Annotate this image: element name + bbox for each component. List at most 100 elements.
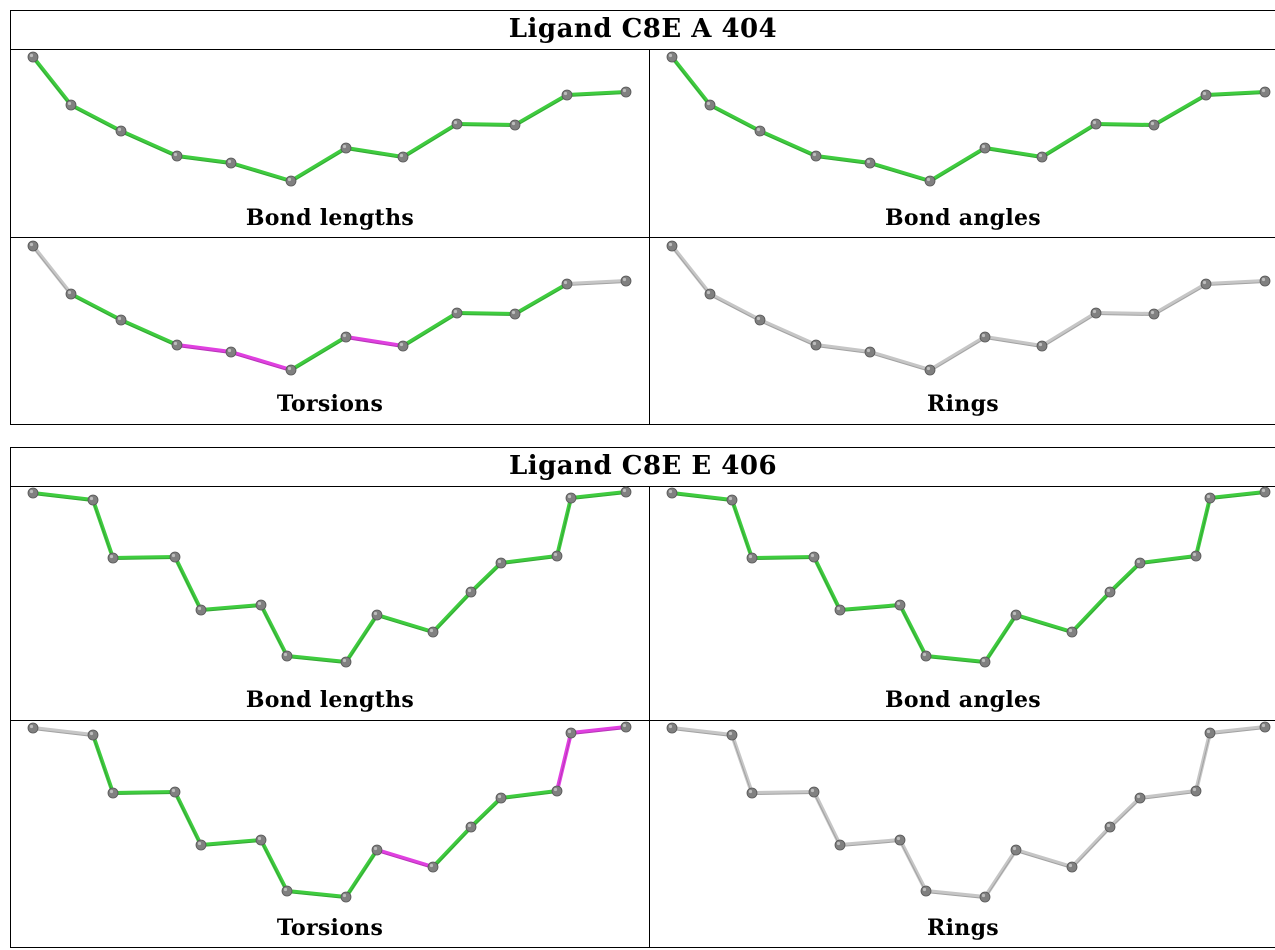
atom xyxy=(979,656,991,668)
atom xyxy=(27,51,39,63)
atom-highlight xyxy=(981,144,986,149)
bond-shade xyxy=(286,892,347,899)
bond xyxy=(199,838,263,847)
atom-highlight xyxy=(342,893,347,898)
bond-shade xyxy=(1139,557,1197,565)
atom-highlight xyxy=(981,333,986,338)
panel-divider-vertical xyxy=(649,486,650,947)
atom-highlight xyxy=(622,488,627,493)
atom-highlight xyxy=(812,152,817,157)
atom-highlight xyxy=(109,789,114,794)
atom xyxy=(864,346,876,358)
atom xyxy=(746,552,758,564)
atom xyxy=(1204,727,1216,739)
atom-highlight xyxy=(467,588,472,593)
atom-highlight xyxy=(399,153,404,158)
atom-highlight xyxy=(981,658,986,663)
bond-shade xyxy=(376,616,434,634)
atom xyxy=(1190,550,1202,562)
bond xyxy=(173,790,203,847)
bond xyxy=(812,555,842,612)
atom xyxy=(397,151,409,163)
bond-shade xyxy=(984,149,1043,159)
atom-highlight xyxy=(812,341,817,346)
atom xyxy=(171,150,183,162)
bond xyxy=(91,733,115,795)
atom xyxy=(397,340,409,352)
atom-highlight xyxy=(748,789,753,794)
bond-shade xyxy=(286,657,347,664)
atom-highlight xyxy=(728,731,733,736)
atom-highlight xyxy=(173,341,178,346)
atom xyxy=(810,150,822,162)
bond xyxy=(513,93,569,127)
bond xyxy=(259,838,289,893)
bond xyxy=(1204,279,1267,286)
atom xyxy=(808,551,820,563)
bond-shade xyxy=(839,606,901,612)
atom xyxy=(371,844,383,856)
atom xyxy=(754,314,766,326)
atom-highlight xyxy=(1206,494,1211,499)
bond xyxy=(750,555,816,560)
atom xyxy=(285,175,297,187)
atom xyxy=(255,834,267,846)
atom xyxy=(810,339,822,351)
atom-highlight xyxy=(553,552,558,557)
atom xyxy=(666,51,678,63)
panel-label: Rings xyxy=(927,915,999,941)
bond-shade xyxy=(709,106,761,133)
bond-shade xyxy=(432,593,472,634)
bond xyxy=(983,146,1044,159)
bond xyxy=(708,103,762,133)
atom-highlight xyxy=(429,628,434,633)
atom xyxy=(620,721,632,733)
bond xyxy=(670,55,712,107)
atom xyxy=(281,885,293,897)
atom-highlight xyxy=(467,823,472,828)
bond xyxy=(431,590,473,634)
molecule-structure xyxy=(666,240,1271,376)
bond xyxy=(175,343,233,354)
atom xyxy=(1104,586,1116,598)
bond xyxy=(469,796,503,829)
atom xyxy=(1148,119,1160,131)
panel-bond-lengths: Bond lengths xyxy=(11,49,649,237)
bond xyxy=(1152,282,1208,316)
panel-label: Bond angles xyxy=(885,205,1041,231)
atom xyxy=(920,885,932,897)
atom-highlight xyxy=(1092,120,1097,125)
atom xyxy=(726,729,738,741)
atom xyxy=(115,314,127,326)
bond-shade xyxy=(456,125,516,127)
bond-shade xyxy=(1153,96,1207,127)
bond-shade xyxy=(899,606,927,658)
bond xyxy=(401,311,459,348)
bond-shade xyxy=(925,892,986,899)
atom xyxy=(666,240,678,252)
bond xyxy=(401,122,459,159)
bond-shade xyxy=(120,321,178,347)
atom xyxy=(1190,785,1202,797)
atom xyxy=(465,586,477,598)
atom-highlight xyxy=(756,127,761,132)
bond xyxy=(670,244,712,296)
bond-shade xyxy=(345,149,404,159)
panel-torsions: Torsions xyxy=(11,238,649,425)
bond xyxy=(758,129,818,158)
bond-shade xyxy=(1209,728,1266,735)
bond-shade xyxy=(1071,593,1111,634)
atom-highlight xyxy=(922,887,927,892)
bond xyxy=(730,498,754,560)
atom xyxy=(340,331,352,343)
atom xyxy=(115,125,127,137)
atom-highlight xyxy=(836,606,841,611)
atom xyxy=(1090,307,1102,319)
bond xyxy=(1138,554,1198,565)
bond-shade xyxy=(869,164,931,183)
bond xyxy=(924,654,987,664)
atom-highlight xyxy=(89,496,94,501)
bond xyxy=(289,146,348,183)
bond-shade xyxy=(759,321,817,347)
atom-highlight xyxy=(1038,342,1043,347)
